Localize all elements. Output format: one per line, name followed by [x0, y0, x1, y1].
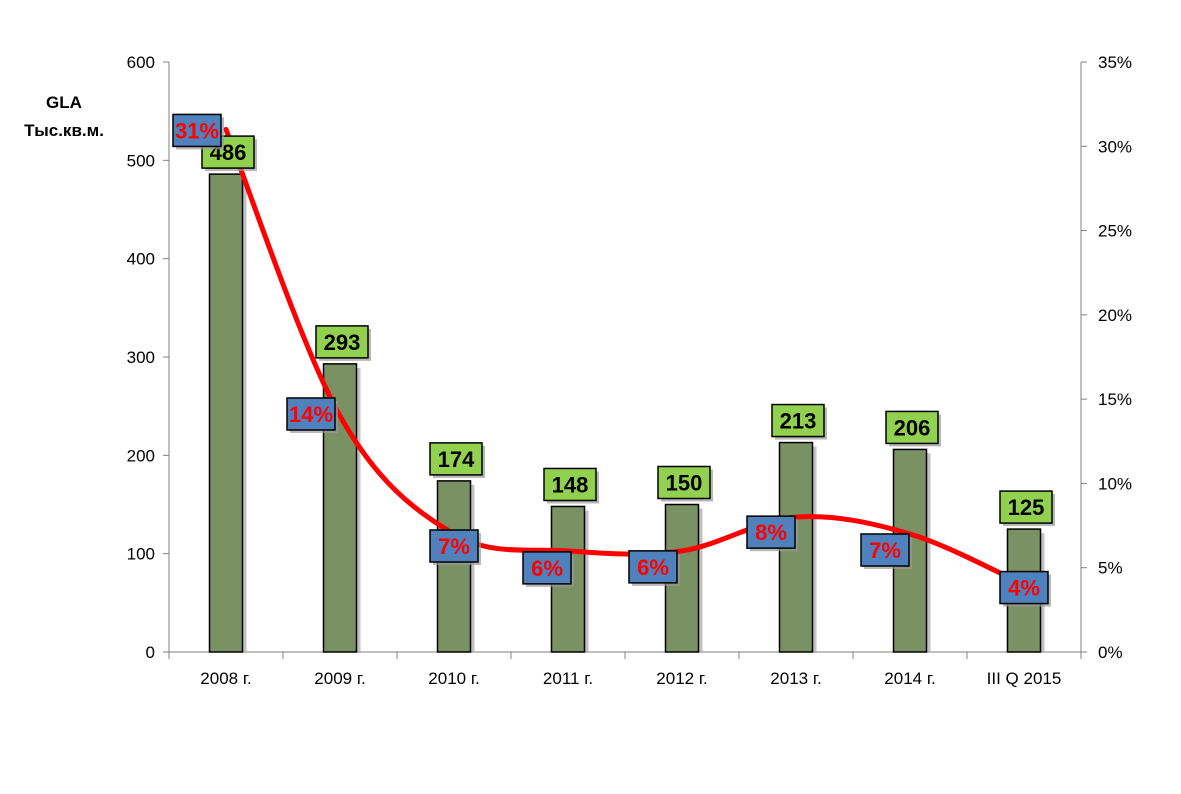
percent-label-box — [999, 570, 1049, 605]
percent-labels: 31% 14% 7% 6% 6% 8% 7% 4% — [172, 113, 1051, 607]
right-axis-tick-label: 10% — [1098, 474, 1132, 493]
right-axis-tick-label: 15% — [1098, 390, 1132, 409]
percent-label-box — [286, 397, 336, 431]
right-axis-tick-label: 35% — [1098, 53, 1132, 72]
value-label: 174 — [438, 447, 475, 472]
x-axis-tick-label: 2009 г. — [314, 669, 365, 688]
left-axis-tick-label: 400 — [127, 250, 155, 269]
value-label-box — [657, 465, 711, 500]
left-axis: 0 100 200 300 400 500 600 — [127, 53, 170, 662]
x-axis-tick-label: 2011 г. — [543, 669, 593, 688]
percent-label-box — [429, 529, 479, 563]
percent-label: 6% — [531, 556, 563, 581]
right-axis-tick-label: 30% — [1098, 137, 1132, 156]
percent-label: 7% — [438, 534, 470, 559]
value-label-box — [543, 467, 597, 502]
bar — [436, 480, 472, 653]
value-label: 125 — [1008, 495, 1045, 520]
x-axis-tick-label: III Q 2015 — [987, 669, 1062, 688]
value-label-box — [999, 490, 1053, 524]
x-axis-tick-label: 2012 г. — [656, 669, 707, 688]
value-label: 213 — [780, 409, 817, 434]
value-label-box — [771, 403, 825, 438]
percent-label-box — [172, 113, 222, 148]
percent-label-box — [628, 550, 678, 584]
value-label: 293 — [324, 330, 361, 355]
x-axis-tick-label: 2008 г. — [200, 669, 251, 688]
x-axis-tick-label: 2014 г. — [884, 669, 935, 688]
right-axis-tick-label: 25% — [1098, 222, 1132, 241]
value-label-box — [429, 442, 483, 476]
percent-label: 14% — [289, 402, 333, 427]
left-axis-tick-label: 600 — [127, 53, 155, 72]
percent-label-box — [860, 533, 910, 567]
percent-label: 4% — [1008, 576, 1040, 601]
x-axis: 2008 г. 2009 г. 2010 г. 2011 г. 2012 г. 2013 … — [168, 651, 1082, 688]
line-series — [223, 126, 1027, 588]
bar — [208, 173, 244, 653]
left-axis-tick-label: 200 — [127, 446, 155, 465]
right-axis-tick-label: 0% — [1098, 643, 1123, 662]
value-label: 148 — [552, 472, 589, 497]
x-axis-tick-label: 2010 г. — [428, 669, 479, 688]
percentage-line — [223, 126, 1027, 588]
value-label: 150 — [666, 471, 703, 496]
value-label-box — [315, 325, 369, 359]
left-axis-tick-label: 0 — [146, 643, 155, 662]
percent-label: 31% — [175, 118, 219, 143]
percent-label: 7% — [869, 538, 901, 563]
x-axis-tick-label: 2013 г. — [770, 669, 821, 688]
value-label-box — [885, 410, 939, 445]
left-axis-tick-label: 300 — [127, 348, 155, 367]
percent-label-box — [522, 551, 572, 585]
percent-label-box — [746, 515, 796, 549]
left-axis-tick-label: 100 — [127, 545, 155, 564]
right-axis-tick-label: 5% — [1098, 559, 1123, 578]
y-axis-title-line-2: Тыс.кв.м. — [24, 121, 104, 140]
percent-label: 6% — [637, 555, 669, 580]
value-label: 206 — [894, 415, 931, 440]
percent-label: 8% — [755, 520, 787, 545]
y-axis-title-line-1: GLA — [46, 93, 82, 112]
left-axis-tick-label: 500 — [127, 151, 155, 170]
right-axis-tick-label: 20% — [1098, 306, 1132, 325]
right-axis: 0% 5% 10% 15% 20% 25% 30% 35% — [1080, 53, 1132, 662]
